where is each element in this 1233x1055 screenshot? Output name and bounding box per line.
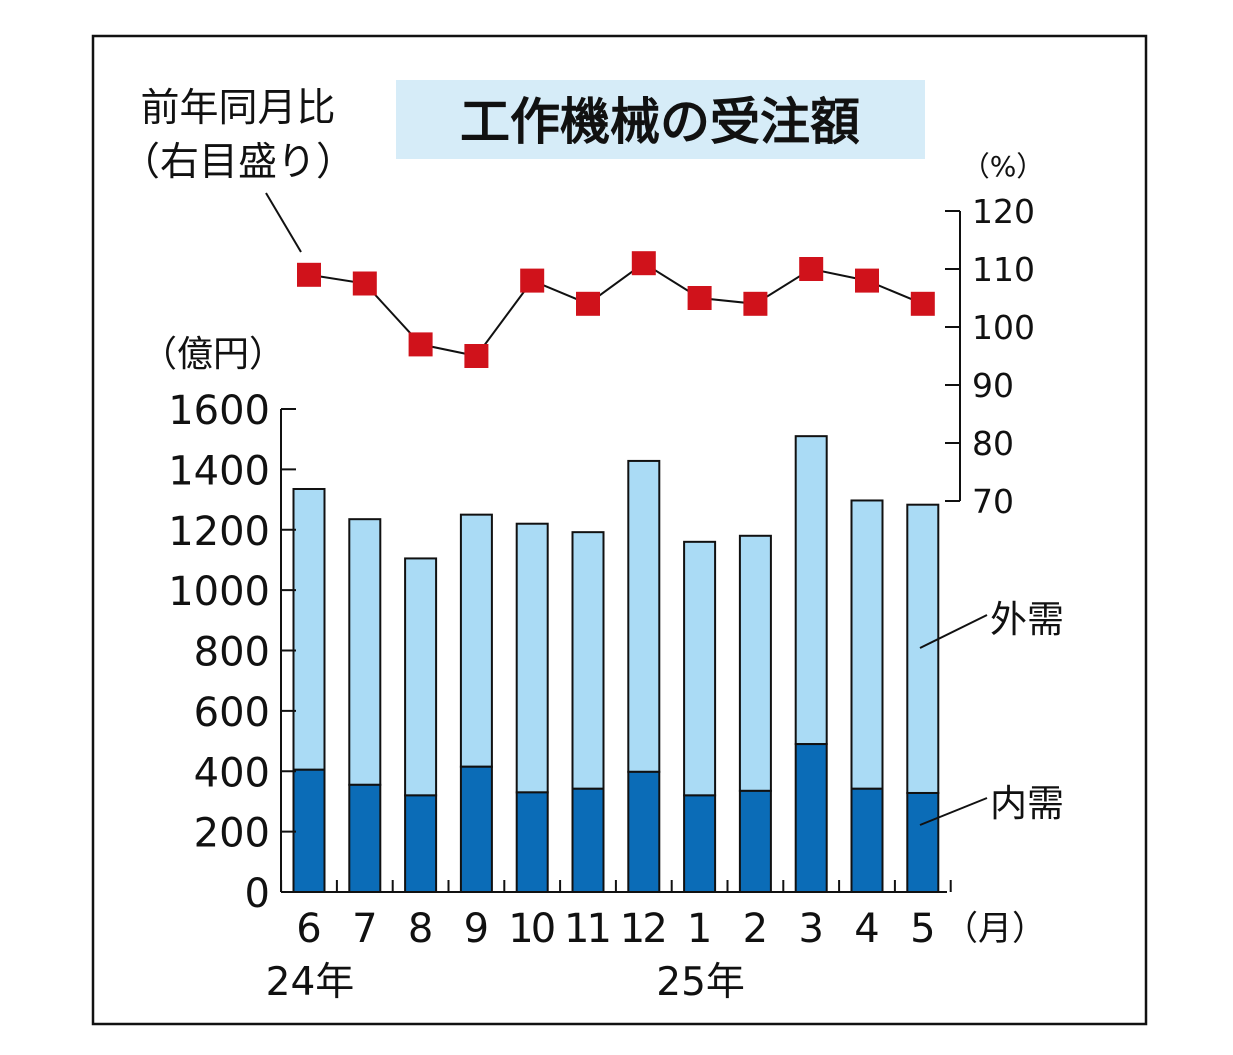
- chart-frame: [91, 34, 1148, 1026]
- bar-domestic-11: [571, 787, 605, 893]
- right-axis: 70 80 90 100 110 120: [945, 192, 1035, 521]
- legend-foreign-label: 外需: [990, 598, 1064, 641]
- right-tick-label-120: 120: [972, 192, 1035, 231]
- line-marker-5: [910, 291, 935, 316]
- line-marker-10: [520, 268, 545, 293]
- bar-foreign-1: [683, 540, 717, 797]
- bar-foreign-5: [906, 503, 940, 794]
- bar-foreign-2: [738, 534, 772, 792]
- line-marker-3: [799, 257, 824, 281]
- x-tick-label-3: 3: [798, 906, 823, 952]
- bar-foreign-9: [459, 513, 493, 768]
- left-axis: 0 200 400 600 800 1000 1200 1400 1600: [168, 388, 296, 917]
- right-tick-label-100: 100: [972, 308, 1035, 347]
- line-marker-2: [743, 291, 768, 316]
- bar-foreign-3: [794, 435, 828, 746]
- legend-leader-foreign: [919, 614, 988, 649]
- legend-leader-domestic: [919, 797, 988, 826]
- line-marker-12: [631, 251, 656, 276]
- bar-foreign-8: [404, 557, 438, 797]
- left-tick-label-600: 600: [194, 690, 270, 736]
- line-series-leader: [265, 192, 302, 253]
- right-tick-label-70: 70: [972, 482, 1014, 521]
- left-tick-label-800: 800: [194, 630, 270, 676]
- bar-domestic-2: [738, 789, 772, 894]
- x-tick-label-11: 11: [564, 906, 612, 952]
- bar-foreign-6: [292, 487, 326, 771]
- right-tick-label-80: 80: [972, 424, 1014, 463]
- bar-domestic-7: [348, 783, 382, 893]
- title-background: [396, 80, 925, 159]
- x-tick-label-7: 7: [352, 906, 377, 952]
- left-tick-label-1200: 1200: [168, 509, 270, 555]
- bar-domestic-4: [850, 787, 884, 893]
- bar-domestic-9: [459, 765, 493, 893]
- bar-domestic-8: [404, 794, 438, 894]
- bar-foreign-12: [627, 459, 661, 773]
- bar-foreign-7: [348, 518, 382, 786]
- line-series-label: 前年同月比: [140, 86, 335, 131]
- bar-foreign-11: [571, 531, 605, 790]
- legend-domestic-label: 内需: [990, 782, 1064, 825]
- line-marker-6: [297, 262, 321, 287]
- line-series-sublabel: （右目盛り）: [121, 140, 355, 185]
- bar-foreign-10: [515, 522, 549, 794]
- bar-domestic-1: [683, 794, 717, 894]
- line-marker-7: [352, 271, 377, 296]
- bar-domestic-5: [906, 791, 940, 893]
- left-tick-label-0: 0: [245, 871, 270, 917]
- x-tick-label-10: 10: [508, 906, 556, 952]
- left-tick-label-200: 200: [194, 811, 270, 857]
- bar-foreign-4: [850, 499, 884, 790]
- bar-domestic-6: [292, 768, 326, 893]
- x-tick-label-1: 1: [687, 906, 712, 952]
- x-tick-label-12: 12: [620, 906, 668, 952]
- right-tick-label-110: 110: [972, 250, 1035, 289]
- bar-domestic-12: [627, 770, 661, 894]
- x-tick-label-2: 2: [743, 906, 768, 952]
- line-marker-9: [464, 344, 489, 368]
- left-axis-unit: （億円）: [141, 334, 285, 375]
- x-axis-unit: （月）: [944, 909, 1046, 949]
- left-tick-label-1000: 1000: [168, 569, 270, 615]
- year-label-25年: 25年: [656, 960, 745, 1005]
- bars: [292, 435, 940, 894]
- x-tick-label-4: 4: [854, 906, 879, 952]
- line-marker-1: [687, 286, 712, 310]
- left-tick-label-1400: 1400: [168, 448, 270, 494]
- chart-title: 工作機械の受注額: [460, 93, 860, 151]
- year-label-24年: 24年: [266, 960, 355, 1005]
- x-tick-label-6: 6: [296, 906, 321, 952]
- x-tick-label-9: 9: [464, 906, 489, 952]
- right-tick-label-90: 90: [972, 366, 1014, 405]
- right-axis-unit: （%）: [962, 150, 1045, 183]
- line-marker-11: [576, 291, 600, 316]
- left-tick-label-1600: 1600: [168, 388, 270, 434]
- bar-domestic-10: [515, 791, 549, 893]
- left-tick-label-400: 400: [194, 750, 270, 796]
- line-marker-8: [408, 332, 433, 357]
- x-tick-label-8: 8: [408, 906, 433, 952]
- bar-domestic-3: [794, 743, 828, 893]
- line-series: [297, 251, 935, 368]
- x-tick-label-5: 5: [910, 906, 935, 952]
- line-marker-4: [855, 268, 879, 293]
